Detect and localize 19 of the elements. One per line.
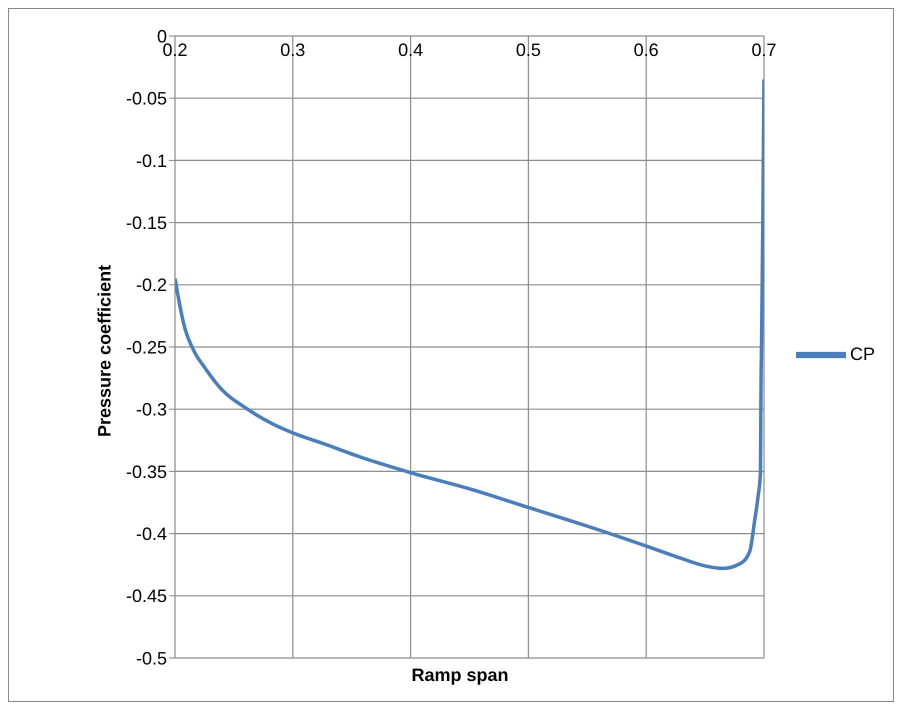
y-tick-label: -0.3 [136,400,167,420]
y-tick-label: -0.4 [136,524,167,544]
y-tick-label: -0.25 [126,337,167,358]
y-tick-label: -0.15 [126,212,167,233]
x-tick-label: 0.5 [516,40,541,60]
x-tick-label: 0.6 [634,40,659,60]
y-axis-title: Pressure coefficient [94,264,114,437]
line-series [175,78,764,570]
legend-label: CP [850,344,875,364]
x-tick-label: 0.4 [398,40,424,60]
y-tick-label: -0.35 [126,462,167,482]
x-tick-label: 0.7 [751,40,776,60]
x-tick-label: 0.3 [280,40,306,60]
y-tick-label: -0.45 [126,586,167,606]
y-tick-label: -0.05 [126,88,167,109]
x-axis-title: Ramp span [410,665,510,686]
y-tick-label: -0.2 [136,275,167,296]
y-tick-label: -0.1 [136,150,167,171]
y-tick-label: -0.5 [136,648,167,668]
